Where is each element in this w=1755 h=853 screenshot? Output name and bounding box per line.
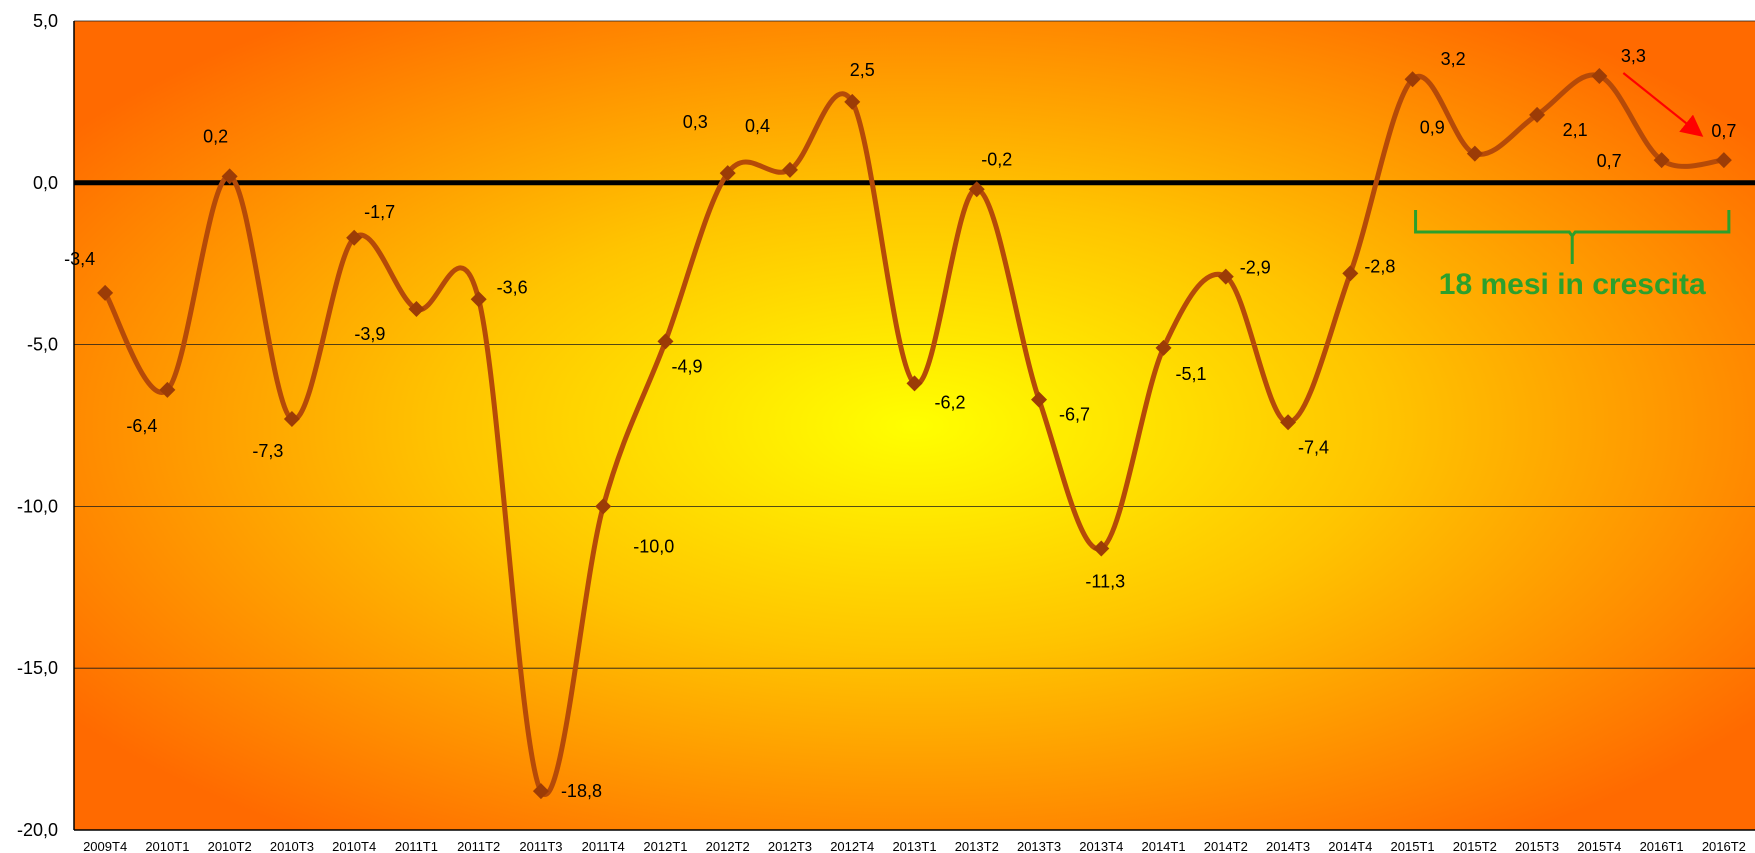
data-label: -2,8 bbox=[1364, 256, 1395, 276]
data-label: -7,3 bbox=[252, 441, 283, 461]
x-tick-label: 2011T2 bbox=[457, 839, 500, 853]
data-label: 0,3 bbox=[683, 112, 708, 132]
y-tick-label: 5,0 bbox=[33, 11, 58, 31]
data-label: 2,5 bbox=[850, 60, 875, 80]
data-point bbox=[346, 229, 363, 246]
trend-arrow bbox=[1622, 72, 1704, 137]
data-label: -10,0 bbox=[633, 536, 674, 556]
data-point bbox=[1031, 391, 1048, 408]
gridlines bbox=[74, 20, 1755, 831]
x-tick-label: 2016T2 bbox=[1702, 839, 1746, 853]
data-label: -6,7 bbox=[1059, 405, 1090, 425]
data-label: -3,4 bbox=[64, 249, 95, 269]
data-point bbox=[595, 498, 612, 515]
data-point bbox=[968, 181, 985, 198]
x-tick-label: 2009T4 bbox=[83, 839, 127, 853]
x-tick-label: 2010T3 bbox=[270, 839, 314, 853]
data-label: -2,9 bbox=[1240, 258, 1271, 278]
data-label: 0,2 bbox=[203, 126, 228, 146]
x-tick-label: 2012T4 bbox=[830, 839, 874, 853]
data-point bbox=[781, 161, 798, 178]
x-tick-label: 2012T1 bbox=[643, 839, 687, 853]
data-point bbox=[1591, 68, 1608, 85]
x-tick-label: 2013T1 bbox=[892, 839, 936, 853]
data-labels: -3,4 -6,4 0,2 -7,3 -1,7 -3,9 -3,6 -18,8 -10,0 -4,… bbox=[64, 46, 1736, 801]
data-point bbox=[532, 783, 549, 800]
x-tick-label: 2010T2 bbox=[208, 839, 252, 853]
x-tick-label: 2014T3 bbox=[1266, 839, 1310, 853]
x-tick-label: 2011T1 bbox=[395, 839, 438, 853]
x-tick-label: 2012T2 bbox=[706, 839, 750, 853]
data-label: -11,3 bbox=[1085, 571, 1125, 591]
x-tick-label: 2010T1 bbox=[145, 839, 189, 853]
x-tick-label: 2016T1 bbox=[1640, 839, 1684, 853]
x-tick-label: 2013T3 bbox=[1017, 839, 1061, 853]
data-point bbox=[1653, 152, 1670, 169]
data-label: 3,2 bbox=[1441, 49, 1466, 69]
data-label: -1,7 bbox=[364, 202, 395, 222]
data-point bbox=[1715, 152, 1732, 169]
x-tick-label: 2012T3 bbox=[768, 839, 812, 853]
data-label: 0,4 bbox=[745, 116, 770, 136]
data-point bbox=[719, 165, 736, 182]
x-tick-label: 2011T3 bbox=[519, 839, 562, 853]
data-label: -3,9 bbox=[354, 324, 385, 344]
data-point bbox=[221, 168, 238, 185]
data-point bbox=[906, 375, 923, 392]
x-tick-label: 2015T2 bbox=[1453, 839, 1497, 853]
data-point bbox=[1404, 71, 1421, 88]
data-label: 2,1 bbox=[1563, 120, 1588, 140]
data-point bbox=[1466, 145, 1483, 162]
data-point bbox=[97, 284, 114, 301]
data-label: -5,1 bbox=[1176, 364, 1207, 384]
data-label: 0,7 bbox=[1711, 121, 1736, 141]
data-label: -6,2 bbox=[935, 392, 966, 412]
data-label: -6,4 bbox=[126, 416, 157, 436]
growth-bracket bbox=[1414, 210, 1731, 264]
x-tick-label: 2014T1 bbox=[1141, 839, 1185, 853]
data-point bbox=[1529, 106, 1546, 123]
x-tick-label: 2015T1 bbox=[1391, 839, 1435, 853]
data-point bbox=[470, 291, 487, 308]
data-label: 3,3 bbox=[1621, 46, 1646, 66]
data-label: -3,6 bbox=[497, 277, 528, 297]
x-tick-label: 2013T4 bbox=[1079, 839, 1123, 853]
data-point bbox=[844, 93, 861, 110]
data-label: -7,4 bbox=[1298, 437, 1329, 457]
y-tick-label: 0,0 bbox=[33, 173, 58, 193]
axes: 5,0 0,0 -5,0 -10,0 -15,0 -20,0 2009T4 2010T1 201… bbox=[17, 11, 1755, 853]
growth-annotation: 18 mesi in crescita bbox=[1439, 268, 1706, 301]
data-point bbox=[408, 301, 425, 318]
data-point bbox=[1342, 265, 1359, 282]
data-label: -18,8 bbox=[561, 781, 602, 801]
y-tick-label: -20,0 bbox=[17, 820, 58, 840]
series-layer bbox=[97, 68, 1732, 800]
data-label: 0,7 bbox=[1597, 151, 1622, 171]
data-label: 0,9 bbox=[1420, 118, 1445, 138]
data-label: -4,9 bbox=[671, 356, 702, 376]
x-tick-label: 2013T2 bbox=[955, 839, 999, 853]
y-tick-label: -15,0 bbox=[17, 658, 58, 678]
x-tick-label: 2014T4 bbox=[1328, 839, 1372, 853]
data-point bbox=[159, 381, 176, 398]
x-tick-label: 2011T4 bbox=[582, 839, 625, 853]
x-tick-label: 2015T4 bbox=[1577, 839, 1621, 853]
x-tick-label: 2010T4 bbox=[332, 839, 376, 853]
data-point bbox=[1155, 339, 1172, 356]
data-point bbox=[283, 411, 300, 428]
data-point bbox=[1280, 414, 1297, 431]
data-point bbox=[1093, 540, 1110, 557]
data-point bbox=[1217, 268, 1234, 285]
x-tick-label: 2014T2 bbox=[1204, 839, 1248, 853]
y-tick-label: -10,0 bbox=[17, 496, 58, 516]
x-tick-label: 2015T3 bbox=[1515, 839, 1559, 853]
data-point bbox=[657, 333, 674, 350]
data-label: -0,2 bbox=[981, 149, 1012, 169]
annotation-layer: 18 mesi in crescita bbox=[1414, 72, 1731, 301]
y-tick-label: -5,0 bbox=[27, 335, 58, 355]
